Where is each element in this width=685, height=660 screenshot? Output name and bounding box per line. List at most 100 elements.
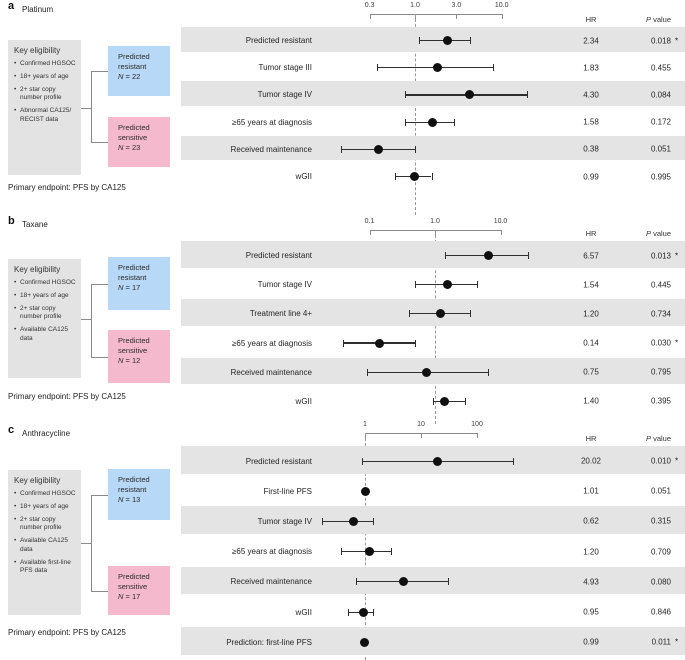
hr-value: 1.54 bbox=[583, 280, 599, 290]
group-line2: sensitive bbox=[118, 582, 148, 592]
eligibility-item: • 18+ years of age bbox=[14, 73, 77, 81]
group-line1: Predicted bbox=[118, 52, 150, 61]
row-label: Received maintenance bbox=[230, 577, 312, 587]
forest-row: Tumor stage IV 0.62 0.315 bbox=[181, 506, 685, 536]
forest-row: Prediction: first-line PFS 0.99 0.011 * bbox=[181, 627, 685, 657]
n-italic: N bbox=[118, 283, 124, 293]
eligibility-list: • Confirmed HGSOC • 18+ years of age • 2+ sta… bbox=[14, 60, 77, 124]
row-label: wGII bbox=[295, 396, 312, 406]
hazard-ratio-dot bbox=[442, 280, 452, 290]
eligibility-title: Key eligibility bbox=[14, 46, 61, 55]
axis-tick-label: 100 bbox=[471, 421, 483, 428]
row-label: ≥65 years at diagnosis bbox=[232, 338, 312, 348]
confidence-interval-line bbox=[321, 520, 374, 523]
eligibility-item-text: Confirmed HGSOC bbox=[20, 60, 76, 67]
p-value: 0.846 bbox=[650, 607, 671, 617]
forest-row: wGII 1.40 0.395 bbox=[181, 387, 685, 416]
hazard-ratio-dot bbox=[360, 486, 370, 496]
axis-tick-label: 0.3 bbox=[364, 2, 375, 9]
n-italic: N bbox=[118, 356, 124, 366]
axis-tick-label: 1.0 bbox=[410, 2, 420, 9]
hr-value: 0.14 bbox=[583, 338, 599, 348]
p-value-column-header: P value bbox=[611, 434, 671, 443]
ci-left-cap bbox=[356, 578, 358, 586]
group-line2: resistant bbox=[118, 62, 147, 72]
connector-line bbox=[81, 318, 91, 320]
ci-right-cap bbox=[390, 548, 392, 556]
forest-row: wGII 0.95 0.846 bbox=[181, 597, 685, 627]
p-value: 0.084 bbox=[650, 90, 671, 100]
reference-line bbox=[435, 230, 436, 424]
eligibility-item: • 2+ star copy number profile bbox=[14, 516, 77, 533]
hr-value: 20.02 bbox=[580, 456, 602, 466]
row-label: Prediction: first-line PFS bbox=[226, 637, 312, 647]
primary-endpoint: Primary endpoint: PFS by CA125 bbox=[8, 183, 126, 192]
connector-line bbox=[91, 283, 108, 285]
axis-tick bbox=[500, 230, 502, 235]
eligibility-item: • Available CA125 data bbox=[14, 537, 77, 554]
connector-line bbox=[91, 71, 108, 72]
axis-tick-label: 10.0 bbox=[494, 2, 509, 9]
row-stripe bbox=[181, 81, 685, 107]
p-value: 0.051 bbox=[650, 144, 671, 154]
group-n-label: N = 17 bbox=[118, 283, 170, 293]
eligibility-item-text: 18+ years of age bbox=[20, 291, 69, 299]
axis-tick bbox=[421, 433, 422, 438]
forest-row: wGII 0.99 0.995 bbox=[181, 163, 685, 190]
axis-tick bbox=[501, 14, 503, 19]
p-value: 0.011 bbox=[651, 637, 671, 647]
eligibility-item: • 18+ years of age bbox=[14, 503, 77, 511]
hazard-ratio-dot bbox=[440, 396, 450, 406]
n-value: = 13 bbox=[123, 495, 141, 505]
p-value: 0.455 bbox=[650, 63, 671, 73]
p-rest: value bbox=[650, 229, 671, 238]
panel-letter: a bbox=[8, 0, 15, 12]
ci-left-cap bbox=[418, 37, 420, 45]
eligibility-box: Key eligibility • Confirmed HGSOC • 18+ yea… bbox=[8, 40, 81, 175]
eligibility-item: • Confirmed HGSOC bbox=[14, 60, 77, 68]
hr-value: 0.38 bbox=[583, 144, 599, 154]
ci-left-cap bbox=[366, 368, 368, 376]
ci-right-cap bbox=[431, 173, 433, 181]
panel-drug-title: Taxane bbox=[22, 220, 48, 229]
hazard-ratio-dot bbox=[359, 607, 369, 617]
ci-right-cap bbox=[447, 578, 449, 586]
ci-right-cap bbox=[453, 118, 455, 126]
forest-row: Predicted resistant 20.02 0.010 * bbox=[181, 446, 685, 476]
connector-line bbox=[91, 494, 92, 591]
bullet-icon: • bbox=[14, 326, 17, 334]
bullet-icon: • bbox=[14, 60, 17, 67]
connector-line bbox=[91, 71, 92, 142]
ci-right-cap bbox=[465, 397, 467, 405]
p-value: 0.018 bbox=[650, 36, 671, 46]
group-line2: sensitive bbox=[118, 346, 148, 356]
group-line1: Predicted bbox=[118, 336, 150, 345]
predicted-sensitive-box: Predicted sensitive N = 23 bbox=[108, 117, 170, 167]
row-stripe bbox=[181, 627, 685, 655]
eligibility-item: • Confirmed HGSOC bbox=[14, 279, 77, 287]
ci-right-cap bbox=[373, 608, 375, 616]
hazard-ratio-dot bbox=[399, 577, 409, 587]
n-italic: N bbox=[118, 143, 124, 153]
connector-line bbox=[91, 590, 108, 592]
hazard-ratio-dot bbox=[435, 309, 445, 319]
hr-value: 1.01 bbox=[583, 486, 599, 496]
eligibility-item: • Available CA125 data bbox=[14, 326, 77, 343]
eligibility-item: • Confirmed HGSOC bbox=[14, 490, 77, 498]
p-value: 0.795 bbox=[650, 367, 671, 377]
hazard-ratio-dot bbox=[364, 547, 374, 557]
hazard-ratio-dot bbox=[442, 36, 452, 46]
hazard-ratio-dot bbox=[410, 172, 420, 182]
hr-value: 0.62 bbox=[583, 516, 599, 526]
group-line1: Predicted bbox=[118, 475, 150, 484]
ci-right-cap bbox=[469, 37, 471, 45]
axis-tick-label: 1 bbox=[363, 421, 367, 428]
group-line2: resistant bbox=[118, 273, 147, 283]
hazard-ratio-dot bbox=[374, 144, 384, 154]
n-value: = 22 bbox=[123, 72, 141, 82]
forest-row: Received maintenance 0.38 0.051 bbox=[181, 135, 685, 163]
bullet-icon: • bbox=[14, 558, 17, 566]
group-n-label: N = 13 bbox=[118, 495, 170, 505]
bullet-icon: • bbox=[14, 515, 17, 523]
ci-left-cap bbox=[340, 145, 342, 153]
